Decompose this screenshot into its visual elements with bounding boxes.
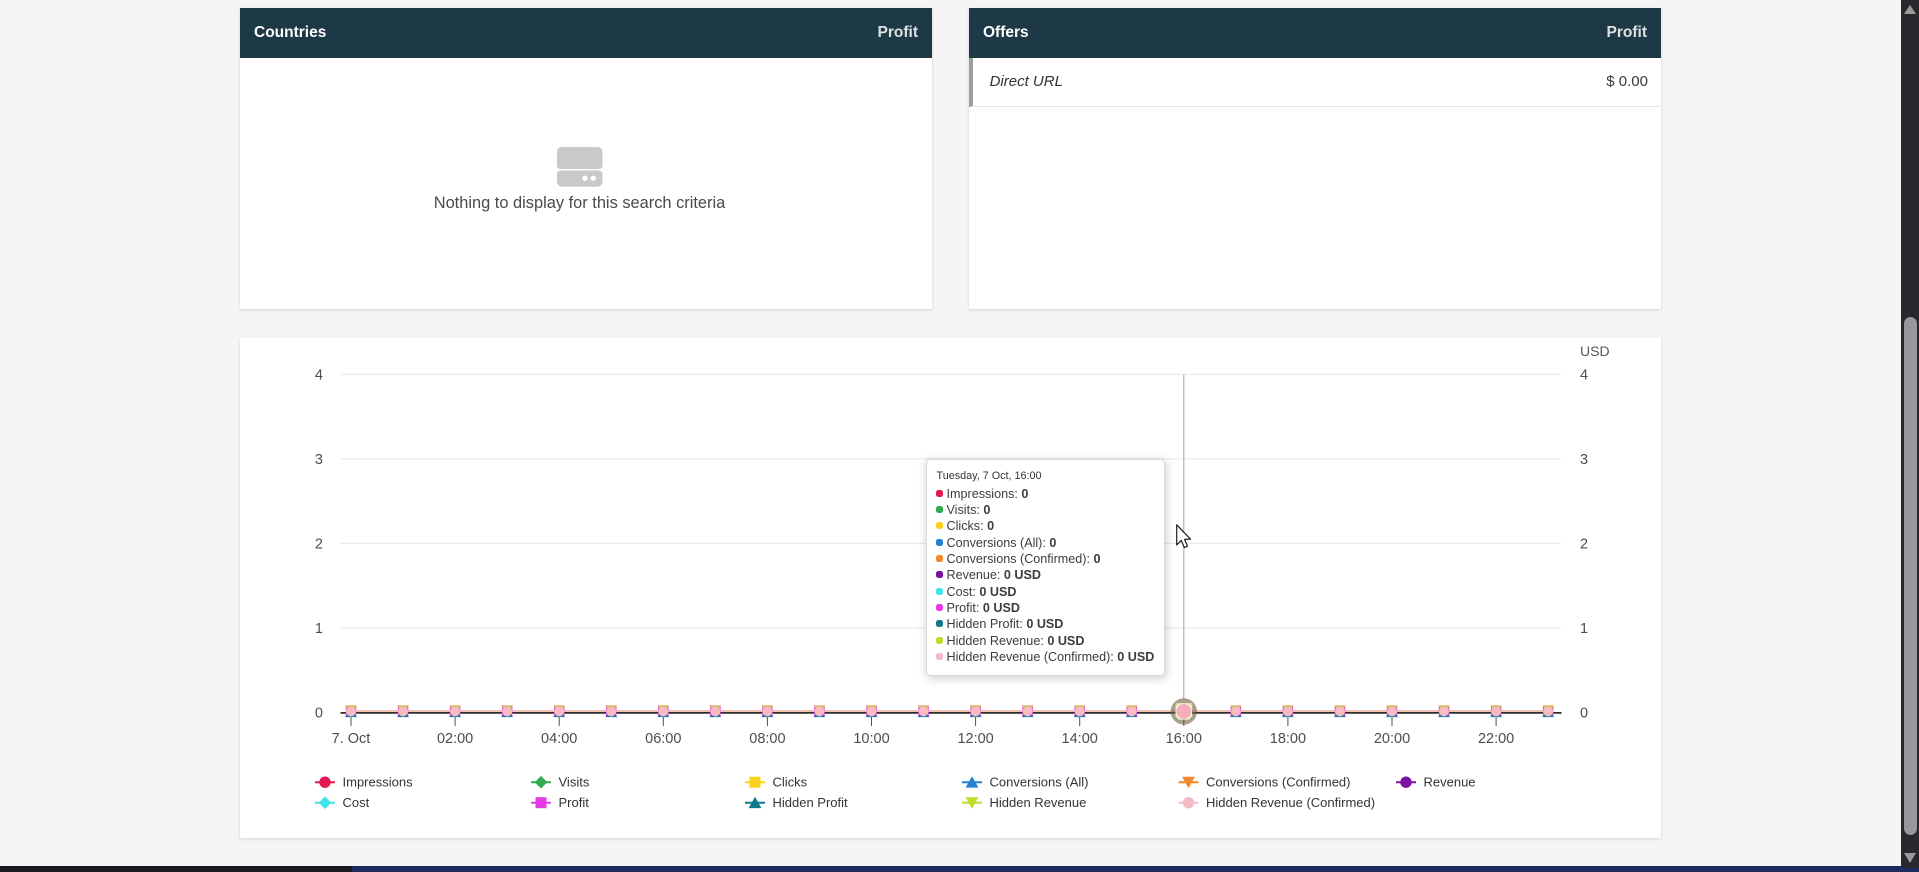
svg-text:Hidden Profit: Hidden Profit (773, 795, 849, 810)
svg-text:1: 1 (1580, 621, 1588, 637)
svg-text:2: 2 (1580, 536, 1588, 552)
svg-text:18:00: 18:00 (1270, 731, 1306, 747)
svg-text:Conversions (Confirmed): Conversions (Confirmed) (1206, 775, 1351, 790)
svg-text:20:00: 20:00 (1374, 731, 1410, 747)
svg-text:0: 0 (1580, 705, 1588, 721)
svg-text:2: 2 (315, 536, 323, 552)
svg-text:14:00: 14:00 (1062, 731, 1098, 747)
svg-text:Hidden Revenue: Hidden Revenue (990, 795, 1087, 810)
svg-text:0: 0 (315, 705, 323, 721)
svg-text:Impressions: Impressions (343, 775, 414, 790)
svg-text:4: 4 (1580, 367, 1588, 383)
svg-text:Hidden Revenue (Confirmed): Hidden Revenue (Confirmed) (1206, 795, 1375, 810)
svg-text:3: 3 (315, 452, 323, 468)
svg-text:16:00: 16:00 (1166, 731, 1202, 747)
svg-text:10:00: 10:00 (853, 731, 889, 747)
svg-text:08:00: 08:00 (749, 731, 785, 747)
svg-text:7. Oct: 7. Oct (332, 731, 371, 747)
svg-text:Cost: Cost (343, 795, 370, 810)
svg-text:04:00: 04:00 (541, 731, 577, 747)
svg-text:3: 3 (1580, 452, 1588, 468)
svg-text:12:00: 12:00 (957, 731, 993, 747)
svg-text:Profit: Profit (559, 795, 590, 810)
svg-text:Revenue: Revenue (1424, 775, 1476, 790)
svg-text:Conversions (All): Conversions (All) (990, 775, 1089, 790)
svg-text:22:00: 22:00 (1478, 731, 1514, 747)
svg-text:USD: USD (1580, 343, 1610, 359)
svg-text:06:00: 06:00 (645, 731, 681, 747)
svg-text:Clicks: Clicks (773, 775, 808, 790)
svg-text:02:00: 02:00 (437, 731, 473, 747)
svg-text:Visits: Visits (559, 775, 590, 790)
svg-text:1: 1 (315, 621, 323, 637)
svg-text:4: 4 (315, 367, 323, 383)
